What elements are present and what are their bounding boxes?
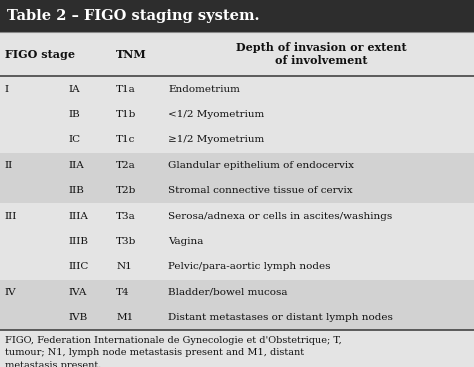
Text: ≥1/2 Myometrium: ≥1/2 Myometrium bbox=[168, 135, 264, 144]
Text: Vagina: Vagina bbox=[168, 237, 204, 246]
FancyBboxPatch shape bbox=[0, 254, 474, 280]
Text: T2b: T2b bbox=[116, 186, 137, 195]
Text: IIIA: IIIA bbox=[69, 211, 89, 221]
FancyBboxPatch shape bbox=[0, 102, 474, 127]
Text: IB: IB bbox=[69, 110, 81, 119]
FancyBboxPatch shape bbox=[0, 32, 474, 76]
Text: T4: T4 bbox=[116, 288, 130, 297]
Text: FIGO, Federation Internationale de Gynecologie et d'Obstetrique; T,
tumour; N1, : FIGO, Federation Internationale de Gynec… bbox=[5, 336, 341, 367]
Text: Table 2 – FIGO staging system.: Table 2 – FIGO staging system. bbox=[7, 9, 260, 23]
FancyBboxPatch shape bbox=[0, 153, 474, 178]
Text: T3b: T3b bbox=[116, 237, 137, 246]
Text: IVB: IVB bbox=[69, 313, 88, 322]
Text: III: III bbox=[5, 211, 17, 221]
Text: Bladder/bowel mucosa: Bladder/bowel mucosa bbox=[168, 288, 288, 297]
FancyBboxPatch shape bbox=[0, 76, 474, 102]
FancyBboxPatch shape bbox=[0, 203, 474, 229]
Text: T3a: T3a bbox=[116, 211, 136, 221]
Text: Serosa/adnexa or cells in ascites/washings: Serosa/adnexa or cells in ascites/washin… bbox=[168, 211, 392, 221]
FancyBboxPatch shape bbox=[0, 178, 474, 203]
Text: IIIC: IIIC bbox=[69, 262, 89, 271]
Text: N1: N1 bbox=[116, 262, 132, 271]
Text: IA: IA bbox=[69, 84, 81, 94]
Text: I: I bbox=[5, 84, 9, 94]
Text: Stromal connective tissue of cervix: Stromal connective tissue of cervix bbox=[168, 186, 353, 195]
Text: T1a: T1a bbox=[116, 84, 136, 94]
Text: T1c: T1c bbox=[116, 135, 136, 144]
Text: IV: IV bbox=[5, 288, 17, 297]
Text: T2a: T2a bbox=[116, 161, 136, 170]
FancyBboxPatch shape bbox=[0, 280, 474, 305]
Text: Glandular epithelium of endocervix: Glandular epithelium of endocervix bbox=[168, 161, 354, 170]
FancyBboxPatch shape bbox=[0, 229, 474, 254]
Text: <1/2 Myometrium: <1/2 Myometrium bbox=[168, 110, 264, 119]
Text: T1b: T1b bbox=[116, 110, 137, 119]
FancyBboxPatch shape bbox=[0, 0, 474, 32]
Text: M1: M1 bbox=[116, 313, 133, 322]
Text: IIB: IIB bbox=[69, 186, 84, 195]
Text: Distant metastases or distant lymph nodes: Distant metastases or distant lymph node… bbox=[168, 313, 393, 322]
Text: II: II bbox=[5, 161, 13, 170]
Text: Pelvic/para-aortic lymph nodes: Pelvic/para-aortic lymph nodes bbox=[168, 262, 331, 271]
Text: IIA: IIA bbox=[69, 161, 84, 170]
FancyBboxPatch shape bbox=[0, 127, 474, 153]
Text: Endometrium: Endometrium bbox=[168, 84, 240, 94]
FancyBboxPatch shape bbox=[0, 305, 474, 330]
Text: IIIB: IIIB bbox=[69, 237, 89, 246]
Text: TNM: TNM bbox=[116, 49, 147, 60]
Text: FIGO stage: FIGO stage bbox=[5, 49, 75, 60]
Text: IC: IC bbox=[69, 135, 81, 144]
Text: Depth of invasion or extent
of involvement: Depth of invasion or extent of involveme… bbox=[236, 43, 406, 66]
Text: IVA: IVA bbox=[69, 288, 87, 297]
